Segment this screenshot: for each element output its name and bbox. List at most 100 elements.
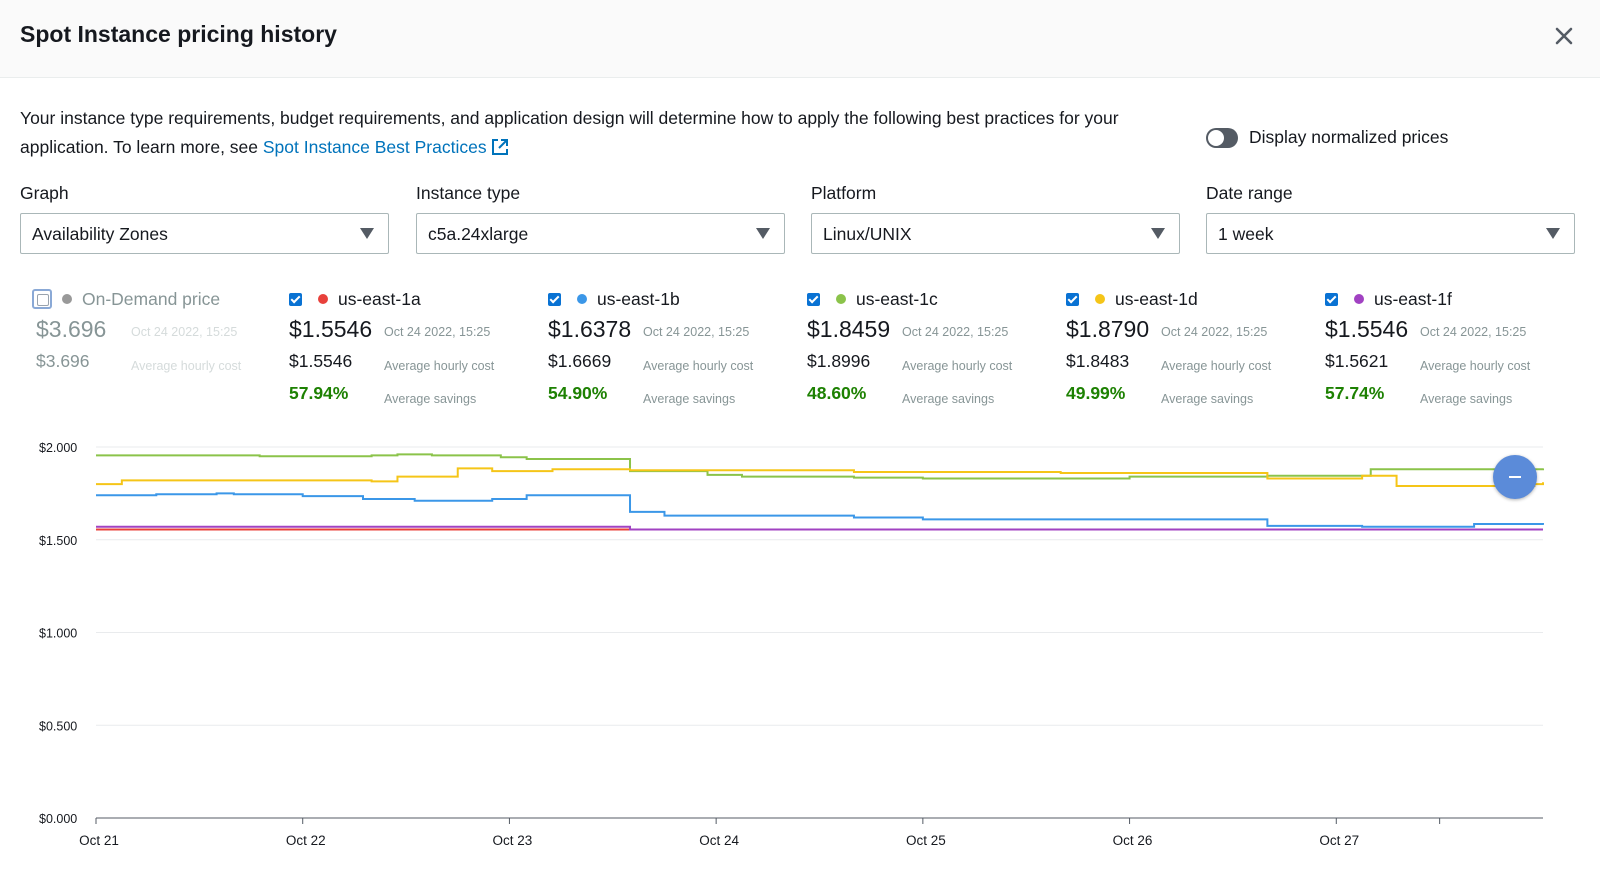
price-timestamp: Oct 24 2022, 15:25 (643, 325, 750, 339)
legend-name: us-east-1f (1374, 288, 1452, 309)
instance-type-select-value: c5a.24xlarge (428, 224, 529, 244)
external-link-icon[interactable] (491, 138, 509, 156)
average-savings: 54.90% (548, 383, 608, 403)
x-tick-label: Oct 23 (493, 833, 533, 848)
us-east-1a-checkbox[interactable] (289, 292, 302, 306)
graph-select[interactable]: Availability Zones (20, 213, 389, 254)
series-color-dot (836, 294, 846, 304)
average-savings-label: Average savings (643, 392, 736, 406)
current-price: $1.5546 (289, 316, 373, 342)
legend-header: us-east-1b (548, 287, 680, 311)
x-tick-label: Oct 25 (906, 833, 946, 848)
average-hourly-cost-label: Average hourly cost (131, 359, 242, 373)
series-color-dot (1354, 294, 1364, 304)
on-demand-checkbox[interactable] (32, 289, 52, 309)
us-east-1f-checkbox[interactable] (1325, 292, 1338, 306)
intro-body: Your instance type requirements, budget … (20, 108, 1119, 157)
instance-type-select[interactable]: c5a.24xlarge (416, 213, 785, 254)
price-timestamp: Oct 24 2022, 15:25 (902, 325, 1009, 339)
platform-label: Platform (811, 183, 877, 203)
legend-us-east-1d: us-east-1d $1.8790 Oct 24 2022, 15:25 $1… (1066, 287, 1316, 417)
y-tick-label: $0.000 (39, 812, 77, 826)
best-practices-link[interactable]: Spot Instance Best Practices (262, 137, 487, 157)
average-savings-label: Average savings (1161, 392, 1254, 406)
us-east-1b-checkbox[interactable] (548, 292, 561, 306)
legend-us-east-1f: us-east-1f $1.5546 Oct 24 2022, 15:25 $1… (1325, 287, 1575, 417)
current-price: $1.8790 (1066, 316, 1150, 342)
x-tick-label: Oct 26 (1113, 833, 1153, 848)
platform-select[interactable]: Linux/UNIX (811, 213, 1180, 254)
date-range-label: Date range (1206, 183, 1293, 203)
average-savings-label: Average savings (902, 392, 995, 406)
instance-type-label: Instance type (416, 183, 521, 203)
legend-name: us-east-1c (856, 288, 938, 309)
price-timestamp: Oct 24 2022, 15:25 (131, 325, 238, 339)
caret-down-icon (1151, 228, 1165, 239)
price-timestamp: Oct 24 2022, 15:25 (384, 325, 491, 339)
legend-us-east-1a: us-east-1a $1.5546 Oct 24 2022, 15:25 $1… (289, 287, 539, 417)
legend-header: On-Demand price (32, 287, 221, 311)
current-price: $1.6378 (548, 316, 632, 342)
legend-header: us-east-1f (1325, 287, 1452, 311)
x-tick-label: Oct 22 (286, 833, 326, 848)
average-hourly-cost: $1.8996 (807, 351, 871, 371)
toggle-switch[interactable] (1206, 127, 1238, 148)
average-hourly-cost-label: Average hourly cost (1420, 359, 1531, 373)
x-tick-label: Oct 24 (699, 833, 739, 848)
current-price: $3.696 (36, 316, 107, 342)
pricing-history-chart[interactable]: $0.000 $0.500 $1.000 $1.500 $2.000 Oct 21 Oct … (0, 420, 1600, 860)
caret-down-icon (360, 228, 374, 239)
legend-name: On-Demand price (82, 288, 221, 309)
average-hourly-cost: $1.5546 (289, 351, 353, 371)
platform-select-value: Linux/UNIX (823, 224, 912, 244)
x-tick-label: Oct 27 (1319, 833, 1359, 848)
modal-header: Spot Instance pricing history (0, 0, 1600, 78)
legend-name: us-east-1a (338, 288, 421, 309)
average-savings: 57.94% (289, 383, 349, 403)
y-tick-label: $2.000 (39, 441, 77, 455)
y-tick-label: $0.500 (39, 719, 77, 733)
series-line-us-east-1f (96, 525, 1543, 531)
close-icon[interactable] (1552, 24, 1576, 48)
modal-title: Spot Instance pricing history (20, 21, 337, 47)
legend-header: us-east-1a (289, 287, 421, 311)
average-savings: 48.60% (807, 383, 867, 403)
average-savings-label: Average savings (1420, 392, 1513, 406)
date-range-select[interactable]: 1 week (1206, 213, 1575, 254)
current-price: $1.5546 (1325, 316, 1409, 342)
y-tick-label: $1.500 (39, 534, 77, 548)
legend-us-east-1b: us-east-1b $1.6378 Oct 24 2022, 15:25 $1… (548, 287, 798, 417)
legend-header: us-east-1d (1066, 287, 1198, 311)
average-savings: 57.74% (1325, 383, 1385, 403)
series-color-dot (1095, 294, 1105, 304)
graph-label: Graph (20, 183, 69, 203)
average-hourly-cost-label: Average hourly cost (902, 359, 1013, 373)
us-east-1c-checkbox[interactable] (807, 292, 820, 306)
zoom-out-button[interactable] (1493, 455, 1537, 499)
average-hourly-cost: $1.5621 (1325, 351, 1389, 371)
us-east-1d-checkbox[interactable] (1066, 292, 1079, 306)
caret-down-icon (1546, 228, 1560, 239)
average-hourly-cost: $1.6669 (548, 351, 612, 371)
toggle-label: Display normalized prices (1249, 127, 1449, 147)
average-hourly-cost-label: Average hourly cost (643, 359, 754, 373)
average-savings: 49.99% (1066, 383, 1126, 403)
date-range-select-value: 1 week (1218, 224, 1274, 244)
x-tick-label: Oct 21 (79, 833, 119, 848)
average-hourly-cost: $1.8483 (1066, 351, 1130, 371)
current-price: $1.8459 (807, 316, 891, 342)
legend-name: us-east-1d (1115, 288, 1198, 309)
normalized-prices-toggle[interactable]: Display normalized prices (1206, 127, 1448, 148)
legend-on-demand: On-Demand price $3.696 Oct 24 2022, 15:2… (32, 287, 286, 417)
average-hourly-cost-label: Average hourly cost (384, 359, 495, 373)
average-savings-label: Average savings (384, 392, 477, 406)
average-hourly-cost-label: Average hourly cost (1161, 359, 1272, 373)
price-timestamp: Oct 24 2022, 15:25 (1161, 325, 1268, 339)
price-timestamp: Oct 24 2022, 15:25 (1420, 325, 1527, 339)
graph-select-value: Availability Zones (32, 224, 168, 244)
series-line-us-east-1b (96, 492, 1544, 528)
average-hourly-cost: $3.696 (36, 351, 90, 371)
series-color-dot (577, 294, 587, 304)
y-tick-label: $1.000 (39, 627, 77, 641)
intro-text: Your instance type requirements, budget … (20, 104, 1200, 162)
